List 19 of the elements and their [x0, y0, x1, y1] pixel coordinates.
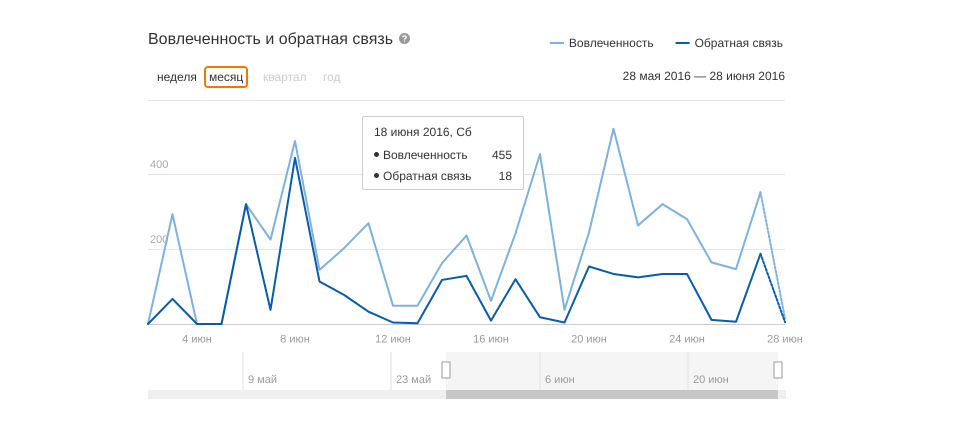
x-tick-label: 24 июн	[669, 334, 705, 346]
x-tick-label: 8 июн	[280, 334, 310, 346]
text: неделя	[156, 69, 198, 86]
x-tick-label: 20 июн	[571, 334, 607, 346]
chart-title: Вовлеченность и обратная связь	[148, 31, 394, 49]
x-tick-label: 12 июн	[375, 334, 411, 346]
annotation: 18	[498, 169, 512, 183]
x-tick-label: 4 июн	[182, 334, 212, 346]
y-tick-label: 400	[150, 159, 168, 172]
x-tick-label: 16 июн	[473, 334, 509, 346]
x-tick-label: 28 июн	[767, 334, 803, 346]
tooltip: 18 июня 2016, Сб Вовлеченность 455 Обратная связь 18	[362, 116, 524, 190]
text: месяц	[204, 66, 248, 88]
legend-label: Вовлеченность	[568, 36, 654, 50]
annotation: 455	[492, 148, 512, 162]
range-slider: 9 май 23 май 6 июн 20 июн	[148, 352, 786, 402]
annotation: 18 июня 2016, Сб	[374, 125, 472, 139]
text: 28 мая 2016 — 28 июня 2016	[622, 69, 785, 83]
legend-label: Обратная связь	[694, 36, 784, 50]
